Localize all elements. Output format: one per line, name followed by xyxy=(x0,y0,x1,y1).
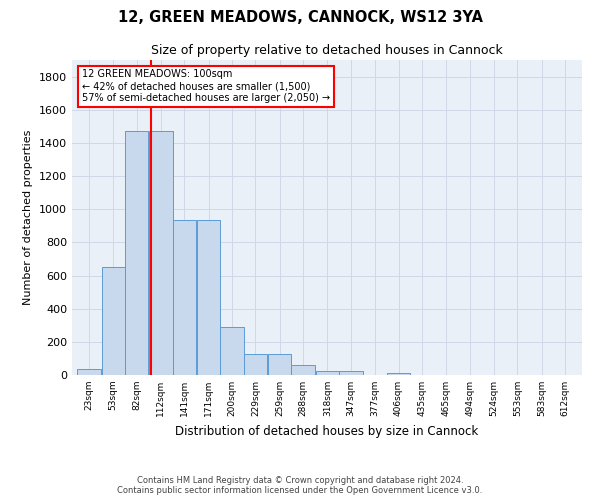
Bar xyxy=(149,132,173,375)
Bar xyxy=(77,369,101,375)
Title: Size of property relative to detached houses in Cannock: Size of property relative to detached ho… xyxy=(151,44,503,58)
Text: Contains HM Land Registry data © Crown copyright and database right 2024.
Contai: Contains HM Land Registry data © Crown c… xyxy=(118,476,482,495)
Bar xyxy=(387,372,410,375)
Bar xyxy=(125,132,148,375)
Bar xyxy=(197,220,220,375)
Bar xyxy=(268,354,292,375)
Text: 12 GREEN MEADOWS: 100sqm
← 42% of detached houses are smaller (1,500)
57% of sem: 12 GREEN MEADOWS: 100sqm ← 42% of detach… xyxy=(82,70,331,102)
Bar xyxy=(339,371,362,375)
Bar xyxy=(244,354,267,375)
Bar xyxy=(292,365,315,375)
Bar xyxy=(101,267,125,375)
Bar xyxy=(316,371,339,375)
Bar xyxy=(220,327,244,375)
Text: 12, GREEN MEADOWS, CANNOCK, WS12 3YA: 12, GREEN MEADOWS, CANNOCK, WS12 3YA xyxy=(118,10,482,25)
Bar xyxy=(173,220,196,375)
X-axis label: Distribution of detached houses by size in Cannock: Distribution of detached houses by size … xyxy=(175,424,479,438)
Y-axis label: Number of detached properties: Number of detached properties xyxy=(23,130,34,305)
